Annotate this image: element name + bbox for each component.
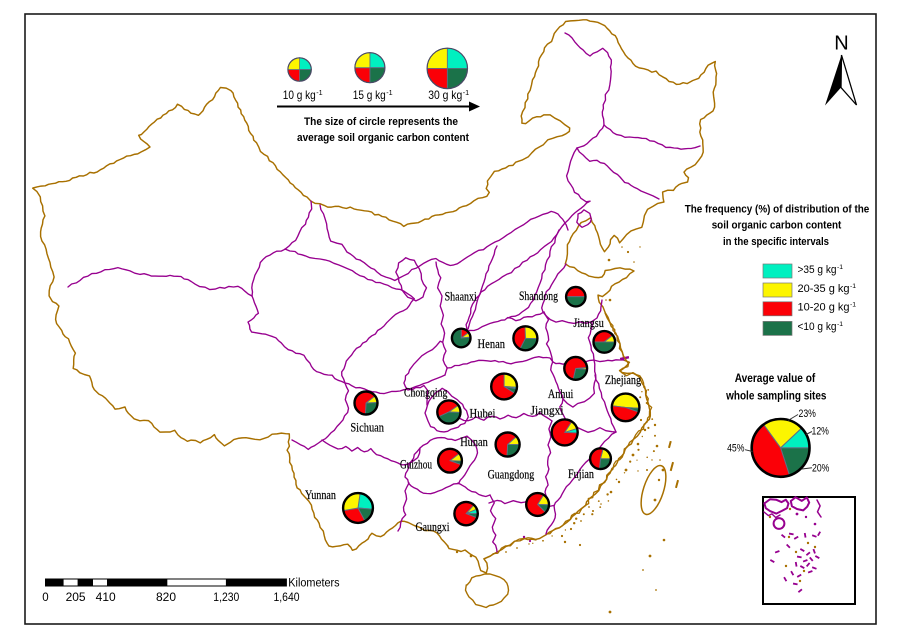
svg-text:-1: -1 [463,88,469,97]
svg-text:-1: -1 [386,88,392,97]
svg-text:Yunnan: Yunnan [305,488,336,502]
svg-text:Gaungxi: Gaungxi [416,520,450,534]
svg-text:N: N [834,33,848,55]
svg-text:20-35 g kg: 20-35 g kg [798,283,850,295]
svg-text:-1: -1 [316,88,322,97]
svg-text:10-20 g kg: 10-20 g kg [798,302,850,314]
svg-text:410: 410 [96,592,116,604]
svg-text:Henan: Henan [478,337,506,351]
svg-text:Zhejiang: Zhejiang [605,373,641,387]
svg-text:205: 205 [66,592,86,604]
svg-text:Shandong: Shandong [519,289,558,303]
svg-text:-1: -1 [837,321,843,328]
svg-text:<10 g kg: <10 g kg [798,321,837,333]
svg-text:15 g kg: 15 g kg [353,88,386,102]
svg-text:in the specific intervals: in the specific intervals [723,236,829,248]
svg-text:-1: -1 [850,302,856,309]
svg-text:Guizhou: Guizhou [400,457,432,471]
svg-text:whole sampling sites: whole sampling sites [725,389,826,402]
svg-text:Fujian: Fujian [568,467,594,481]
svg-text:Average value of: Average value of [735,372,816,385]
svg-text:average soil organic carbon co: average soil organic carbon content [297,132,469,144]
svg-text:Chongqing: Chongqing [404,386,448,400]
svg-text:820: 820 [156,592,176,604]
svg-text:Guangdong: Guangdong [488,468,535,482]
svg-text:Hunan: Hunan [460,435,488,449]
svg-text:20%: 20% [812,463,830,475]
svg-text:Shaanxi: Shaanxi [445,290,478,304]
svg-text:Hubei: Hubei [470,407,496,421]
svg-text:Kilometers: Kilometers [288,578,340,590]
svg-text:Sichuan: Sichuan [350,421,384,435]
svg-text:30 g kg: 30 g kg [428,88,462,102]
svg-text:12%: 12% [812,425,830,437]
svg-text:0: 0 [42,592,48,604]
svg-text:soil organic carbon content: soil organic carbon content [712,220,842,232]
svg-text:The size of circle represents: The size of circle represents the [304,116,458,128]
svg-text:10 g kg: 10 g kg [283,88,316,102]
svg-text:-1: -1 [850,283,856,290]
svg-text:Anhui: Anhui [548,387,574,401]
svg-text:23%: 23% [799,408,817,420]
svg-text:-1: -1 [837,264,843,271]
svg-text:Jiangxi: Jiangxi [531,403,565,417]
svg-text:Jiangsu: Jiangsu [573,316,603,330]
svg-text:45%: 45% [727,443,745,455]
svg-text:>35 g kg: >35 g kg [798,264,837,276]
svg-text:1,230: 1,230 [213,592,239,604]
svg-text:The frequency (%) of distribut: The frequency (%) of distribution of the [685,203,870,215]
svg-text:1,640: 1,640 [274,592,300,604]
